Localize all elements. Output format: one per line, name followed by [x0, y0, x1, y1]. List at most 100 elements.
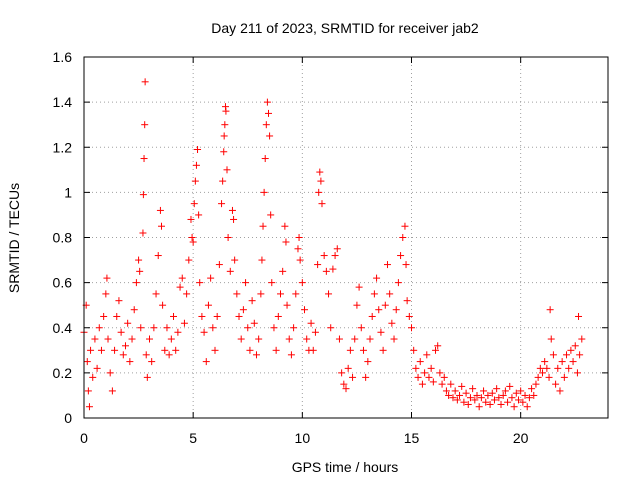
data-point	[141, 78, 149, 86]
data-point	[547, 335, 555, 343]
data-point	[242, 279, 250, 287]
y-axis-label: SRMTID / TECUs	[6, 183, 22, 293]
data-point	[246, 346, 254, 354]
data-point	[401, 222, 409, 230]
data-point	[315, 188, 323, 196]
data-point	[200, 328, 208, 336]
data-point	[390, 335, 398, 343]
data-point	[318, 200, 326, 208]
data-point	[534, 373, 542, 381]
y-tick-label: 1.4	[53, 94, 73, 110]
y-tick-label: 0.2	[53, 365, 73, 381]
data-point	[215, 261, 223, 269]
data-point	[466, 394, 474, 402]
data-point	[408, 324, 415, 332]
data-point	[521, 391, 529, 399]
data-point	[176, 283, 184, 291]
data-point	[541, 358, 549, 366]
data-point	[85, 403, 93, 411]
data-point	[327, 324, 335, 332]
grid-lines	[84, 57, 608, 418]
data-point	[228, 206, 236, 214]
data-point	[436, 369, 444, 377]
y-tick-label: 0.8	[53, 230, 73, 246]
data-point	[207, 274, 215, 282]
data-point	[303, 335, 311, 343]
data-point	[379, 346, 387, 354]
data-point	[262, 121, 270, 129]
data-point	[578, 335, 586, 343]
data-point	[427, 364, 435, 372]
data-point	[222, 107, 230, 115]
data-point	[106, 369, 114, 377]
data-point	[150, 324, 158, 332]
chart-title: Day 211 of 2023, SRMTID for receiver jab…	[211, 20, 479, 36]
x-tick-label: 15	[404, 430, 420, 446]
x-tick-label: 10	[295, 430, 311, 446]
data-point	[342, 385, 350, 393]
data-point	[231, 256, 239, 264]
data-point	[563, 351, 571, 359]
data-point	[221, 121, 229, 129]
data-point	[366, 335, 374, 343]
data-point	[174, 328, 182, 336]
data-point	[204, 301, 212, 309]
data-point	[282, 238, 290, 246]
data-point	[161, 346, 169, 354]
data-point	[219, 177, 227, 185]
data-point	[141, 121, 149, 129]
data-point	[172, 346, 180, 354]
data-point	[331, 252, 339, 260]
data-point	[571, 342, 579, 350]
data-point	[264, 109, 272, 117]
data-point	[102, 290, 110, 298]
data-point	[270, 324, 278, 332]
data-point	[573, 369, 581, 377]
data-point	[260, 188, 268, 196]
data-point	[252, 351, 260, 359]
data-point	[178, 274, 186, 282]
data-point	[268, 279, 276, 287]
data-point	[493, 385, 501, 393]
data-point	[170, 312, 178, 320]
data-point	[104, 335, 112, 343]
data-point	[392, 306, 400, 314]
data-point	[442, 387, 450, 395]
data-point	[349, 373, 357, 381]
x-axis-label: GPS time / hours	[292, 459, 399, 475]
data-point	[499, 391, 507, 399]
data-point	[399, 234, 407, 241]
data-point	[510, 403, 518, 411]
data-point	[272, 346, 280, 354]
data-point	[316, 168, 324, 176]
data-point	[362, 373, 370, 381]
y-tick-label: 0.6	[53, 275, 73, 291]
data-point	[115, 297, 123, 305]
x-tick-label: 20	[513, 430, 529, 446]
data-point	[311, 328, 319, 336]
data-point	[556, 387, 564, 395]
data-point	[128, 335, 136, 343]
data-point	[320, 252, 328, 260]
data-point	[565, 364, 573, 372]
data-point	[290, 324, 298, 332]
data-point	[191, 177, 199, 185]
data-point	[490, 396, 498, 404]
data-point	[223, 166, 231, 174]
data-point	[410, 346, 418, 354]
data-point	[403, 297, 411, 305]
data-point	[213, 312, 221, 320]
data-point	[159, 301, 167, 309]
data-point	[575, 312, 583, 320]
data-point	[309, 346, 317, 354]
data-point	[156, 206, 164, 214]
data-point	[183, 290, 191, 298]
data-point	[263, 98, 271, 106]
data-point	[377, 328, 385, 336]
data-point	[543, 364, 551, 372]
axes: 0 5 10 15 20 0 0.2 0.4 0.6 0.8 1 1.2 1.4 1.6	[53, 49, 608, 446]
data-point	[287, 351, 295, 359]
data-point	[230, 215, 238, 223]
data-point	[383, 261, 391, 269]
